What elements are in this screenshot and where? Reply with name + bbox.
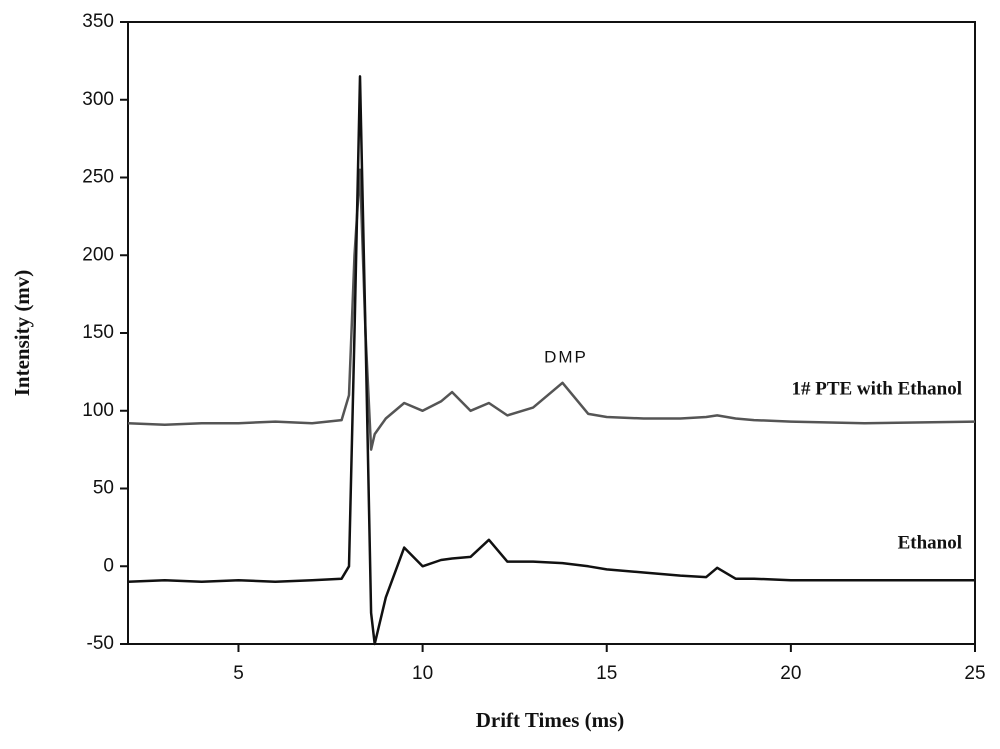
x-tick-label: 25 bbox=[964, 663, 985, 684]
y-tick-label: 250 bbox=[82, 167, 114, 188]
y-tick-label: -50 bbox=[87, 633, 114, 654]
x-tick-label: 20 bbox=[780, 663, 801, 684]
y-tick-label: 350 bbox=[82, 11, 114, 32]
series-label: 1# PTE with Ethanol bbox=[791, 378, 962, 399]
x-tick-label: 15 bbox=[596, 663, 617, 684]
y-axis-title: Intensity (mv) bbox=[10, 270, 34, 397]
x-axis-title: Drift Times (ms) bbox=[476, 708, 625, 732]
y-tick-label: 200 bbox=[82, 244, 114, 265]
y-tick-label: 150 bbox=[82, 322, 114, 343]
y-tick-label: 300 bbox=[82, 89, 114, 110]
y-tick-label: 100 bbox=[82, 400, 114, 421]
series-line bbox=[127, 168, 976, 451]
series-label: Ethanol bbox=[898, 532, 962, 553]
annotation: DMP bbox=[544, 347, 588, 366]
y-tick-label: 50 bbox=[93, 478, 114, 499]
x-tick-label: 5 bbox=[233, 663, 244, 684]
plot-frame bbox=[127, 21, 976, 645]
series-line bbox=[127, 75, 975, 646]
y-tick-label: 0 bbox=[103, 555, 114, 576]
x-tick-label: 10 bbox=[412, 663, 433, 684]
